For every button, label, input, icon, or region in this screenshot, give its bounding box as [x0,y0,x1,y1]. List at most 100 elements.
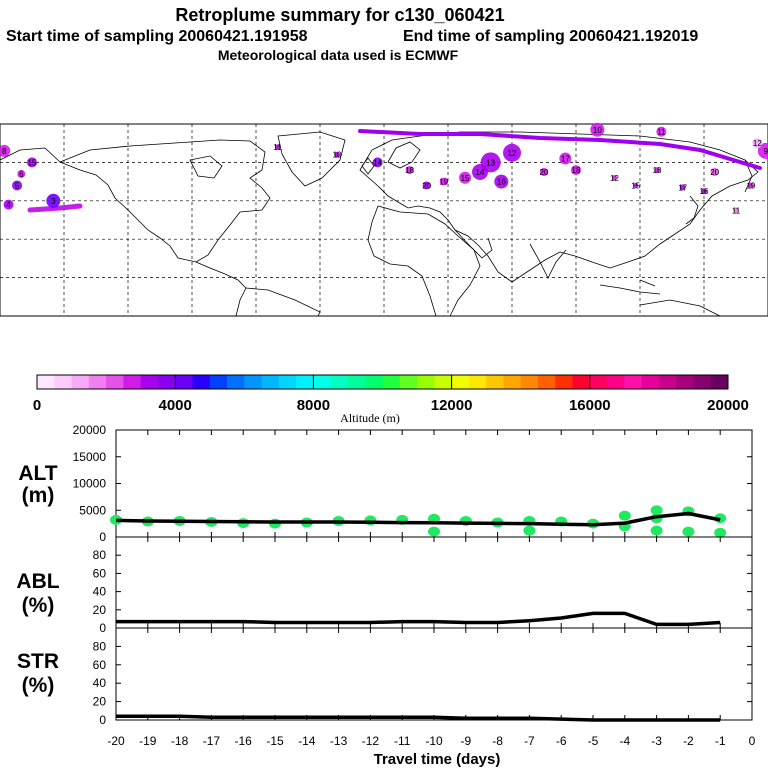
colorbar-cell [71,375,90,389]
plume-point-label: 18 [653,166,662,175]
colorbar-cell [175,375,193,389]
colorbar-cell [382,375,401,389]
altitude-scatter-point [714,527,727,538]
plume-point [422,181,431,190]
colorbar-label: Altitude (m) [340,411,400,425]
colorbar-cell [572,375,591,389]
plume-point-label: 5 [15,181,20,190]
colorbar-cell [347,375,366,389]
colorbar-cell [434,375,453,389]
plume-point-label: 6 [19,170,24,179]
plume-point [459,171,472,184]
plume-point [0,144,11,157]
plume-point-label: 20 [710,168,719,177]
y-tick-label: 80 [93,548,107,562]
scandinavia-coast [387,141,421,169]
altitude-scatter-point [682,526,695,537]
plume-point-label: 18 [405,166,414,175]
plume-point [633,182,639,188]
plume-point [752,138,763,149]
plume-point [17,169,26,178]
colorbar-cell [520,375,539,389]
plume-tracks [27,129,762,213]
panel-alt: ALT(m) 0 5000 10000 15000 20000 [18,423,753,544]
x-tick-label: -1 [715,734,726,748]
chart-title: Retroplume summary for c130_060421 [175,5,504,25]
x-tick-label: -12 [362,734,380,748]
colorbar-tick-label: 16000 [569,397,611,414]
colorbar-cell [140,375,159,389]
y-tick-label: 60 [93,566,107,580]
greenland-coast [277,131,346,187]
plume-point [274,144,280,150]
plume-point-label: 15 [631,181,640,190]
colorbar-cell [658,375,677,389]
y-tick-label: 15000 [73,450,107,464]
colorbar-cell [88,375,107,389]
plume-point-label: 8 [2,147,7,156]
colorbar-cell [589,375,608,389]
colorbar-cell [106,375,124,389]
y-tick-label: 60 [93,658,107,672]
panel-frame [115,627,753,721]
indonesia-coast [599,279,661,295]
plume-point [540,168,548,176]
colorbar-tick-label: 4000 [159,397,192,414]
altitude-scatter-point [650,505,663,516]
plume-point-label: 11 [732,206,741,215]
x-tick-label: -14 [298,734,316,748]
plume-point [654,167,661,174]
series-line [116,714,721,722]
x-tick-label: -11 [394,734,411,748]
colorbar-cell [209,375,228,389]
plume-point [733,207,739,214]
end-time-label: End time of sampling 20060421.192019 [403,28,698,45]
y-tick-label: 5000 [79,503,106,517]
plume-point [3,199,14,210]
panel-abl: ABL(%) 0 20 40 60 80 [16,536,753,635]
japan-coast [685,195,699,225]
plume-point-label: 14 [373,158,382,167]
x-tick-label: -16 [235,734,253,748]
colorbar-cell [365,375,383,389]
x-tick-label: -13 [330,734,348,748]
y-tick-label: 80 [93,639,107,653]
colorbar-cell [468,375,487,389]
series-line [116,611,721,627]
coastlines [0,131,759,317]
x-axis-label: Travel time (days) [374,751,501,768]
colorbar-tick-label: 8000 [297,397,330,414]
plume-point-label: 19 [746,181,755,190]
north-america-coast [58,139,271,263]
y-axis-label: STR [17,650,59,673]
plume-point-label: 20 [540,168,549,177]
colorbar-cell [278,375,297,389]
x-tick-label: -9 [460,734,471,748]
colorbar-cell [607,375,625,389]
x-tick-label: -2 [683,734,694,748]
plume-point [590,122,605,137]
colorbar-cell [624,375,643,389]
hudson-bay [189,155,223,179]
colorbar-cell [54,375,73,389]
india-coast [529,243,567,279]
colorbar-cell [296,375,314,389]
colorbar-cell [710,375,729,389]
colorbar-cells [37,375,729,389]
altitude-scatter-point [428,526,440,537]
plume-point-label: 4 [6,201,11,210]
start-time-label: Start time of sampling 20060421.191958 [6,28,308,45]
plume-point-label: 9 [764,147,768,156]
altitude-scatter-point [618,510,631,521]
colorbar-cell [641,375,660,389]
plume-point-label: 12 [753,139,762,148]
y-axis-unit: (m) [22,484,55,507]
plume-point-label: 15 [461,174,470,183]
colorbar-cell [693,375,712,389]
australia-coast [639,299,721,317]
colorbar-cell [123,375,142,389]
x-tick-label: -6 [556,734,567,748]
plume-point [747,182,754,189]
